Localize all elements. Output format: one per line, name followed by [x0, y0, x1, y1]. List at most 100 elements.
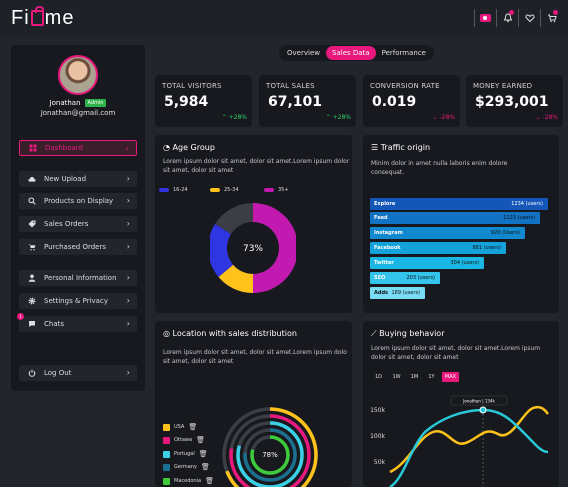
legend-item: 35+	[264, 187, 289, 193]
chevron-right-icon: ›	[126, 219, 130, 228]
sidebar-item-chats[interactable]: 1 Chats ›	[17, 313, 137, 332]
card-title: ◎ Location with sales distribution	[163, 329, 297, 338]
trash-icon[interactable]: 🗑	[198, 450, 208, 458]
sidebar-item-label: Log Out	[44, 369, 72, 377]
logo[interactable]: Fi me	[11, 6, 75, 30]
gear-icon	[28, 297, 36, 305]
donut-segment-16-24	[210, 224, 234, 277]
location-card: ◎ Location with sales distribution Lorem…	[155, 321, 352, 487]
tag-icon	[28, 220, 36, 228]
arrow-up-icon: ⌃	[325, 114, 333, 121]
logo-text-start: Fi	[11, 7, 30, 29]
age-group-card: ◔ Age Group Lorem ipsum dolor sit amet, …	[155, 135, 352, 313]
sidebar-item-label: Personal Information	[44, 274, 117, 282]
location-legend-item: Macedonia 🗑	[163, 477, 214, 485]
funnel-row: Twitter 304 (users)	[370, 257, 484, 269]
donut-segment-25-34	[218, 264, 253, 294]
stat-change: ⌃ +28%	[325, 114, 351, 121]
power-icon	[28, 369, 36, 377]
donut-center-label: 73%	[243, 244, 263, 254]
user-name-row: Jonathan Admin	[11, 99, 145, 107]
shopping-bag-icon	[30, 6, 44, 26]
sidebar-item-label: Products on Display	[44, 197, 114, 205]
user-name: Jonathan	[49, 99, 81, 107]
donut-segment-35-plus	[253, 203, 296, 293]
tooltip-box	[450, 395, 508, 406]
ring-usa	[222, 407, 318, 487]
sidebar-item-logout[interactable]: Log Out ›	[19, 365, 137, 381]
sidebar-item-sales-orders[interactable]: Sales Orders ›	[19, 216, 137, 232]
sidebar-item-products[interactable]: Products on Display ›	[19, 193, 137, 209]
range-max-button[interactable]: MAX	[442, 372, 459, 382]
tab-overview[interactable]: Overview	[287, 49, 320, 57]
tab-sales-data[interactable]: Sales Data	[326, 46, 376, 60]
wishlist-button[interactable]	[518, 9, 540, 27]
sidebar-item-new-upload[interactable]: New Upload ›	[19, 171, 137, 187]
sidebar: Jonathan Admin Jonathan@gmail.com Dashboa…	[11, 45, 145, 391]
dashboard-icon	[29, 144, 37, 152]
stat-card-visitors: TOTAL VISITORS 5,984 ⌃ +28%	[155, 75, 252, 127]
sidebar-item-settings[interactable]: Settings & Privacy ›	[19, 293, 137, 309]
stat-change: ⌃ +28%	[221, 114, 247, 121]
arrow-down-icon: ⌄	[432, 114, 440, 121]
legend-item: 25-34	[210, 187, 239, 193]
range-1w-button[interactable]: 1W	[392, 374, 401, 380]
cart-dot	[553, 10, 558, 15]
logo-text-end: me	[44, 7, 75, 29]
hover-point	[479, 406, 487, 414]
funnel-row: SEO 203 (users)	[370, 272, 440, 284]
target-icon: ◎	[163, 329, 173, 338]
cloud-upload-icon	[28, 175, 36, 183]
arrow-down-icon: ⌄	[535, 114, 543, 121]
chevron-right-icon: ›	[125, 144, 129, 153]
tab-performance[interactable]: Performance	[381, 49, 426, 57]
stat-change: ⌄ -28%	[432, 114, 455, 121]
range-1m-button[interactable]: 1M	[410, 374, 419, 380]
card-description: Lorem ipsum dolor sit amet, dolor sit am…	[163, 158, 350, 174]
notification-dot	[509, 10, 514, 15]
stat-label: TOTAL VISITORS	[162, 82, 222, 90]
card-description: Minim dolor in amet nulla laboris enim d…	[371, 160, 508, 176]
trash-icon[interactable]: 🗑	[200, 463, 210, 471]
sidebar-item-purchased-orders[interactable]: Purchased Orders ›	[19, 239, 137, 255]
funnel-row: Adds 189 (users)	[370, 287, 425, 299]
sidebar-item-personal-info[interactable]: Personal Information ›	[19, 270, 137, 286]
trash-icon[interactable]: 🗑	[196, 436, 205, 444]
ring-germany	[243, 428, 297, 482]
trash-icon[interactable]: 🗑	[205, 477, 214, 485]
chevron-right-icon: ›	[126, 368, 130, 377]
funnel-row: Instagram 920 (Users)	[370, 227, 525, 239]
chevron-right-icon: ›	[126, 296, 130, 305]
user-email: Jonathan@gmail.com	[40, 109, 116, 117]
notifications-button[interactable]	[496, 9, 518, 27]
top-bar: Fi me	[0, 0, 568, 36]
funnel-row: Facebook 881 (users)	[370, 242, 506, 254]
arrow-up-icon: ⌃	[221, 114, 229, 121]
ring-portugal	[236, 421, 304, 487]
language-flag-button[interactable]	[474, 9, 496, 27]
buying-line-chart: 150k 100k 50k Jonathan | 134k	[370, 395, 549, 487]
chevron-right-icon: ›	[126, 319, 130, 328]
sidebar-item-dashboard[interactable]: Dashboard ›	[19, 140, 137, 156]
chat-count-badge: 1	[17, 313, 24, 320]
sidebar-item-label: Dashboard	[45, 144, 83, 152]
stat-label: TOTAL SALES	[266, 82, 315, 90]
range-1d-button[interactable]: 1D	[374, 374, 383, 380]
ring-ottawa	[229, 414, 311, 487]
stat-value: 5,984	[164, 94, 209, 110]
range-1y-button[interactable]: 1Y	[428, 374, 435, 380]
line-chart-icon: ⟋	[371, 329, 380, 338]
radial-center-label: 78%	[262, 451, 278, 459]
series-line-yellow	[389, 405, 549, 474]
cart-button[interactable]	[540, 9, 562, 27]
chevron-right-icon: ›	[126, 273, 130, 282]
sidebar-item-label: Purchased Orders	[44, 243, 106, 251]
card-description: Lorem ipsum dolor sit amet, dolor sit am…	[371, 345, 541, 361]
user-icon	[28, 274, 36, 282]
age-donut-chart: 73%	[210, 203, 296, 294]
avatar[interactable]	[58, 55, 98, 95]
trash-icon[interactable]: 🗑	[188, 423, 198, 431]
stat-card-conversion: CONVERSION RATE 0.019 ⌄ -28%	[363, 75, 460, 127]
flag-icon	[480, 14, 491, 22]
stat-change: ⌄ -28%	[535, 114, 558, 121]
